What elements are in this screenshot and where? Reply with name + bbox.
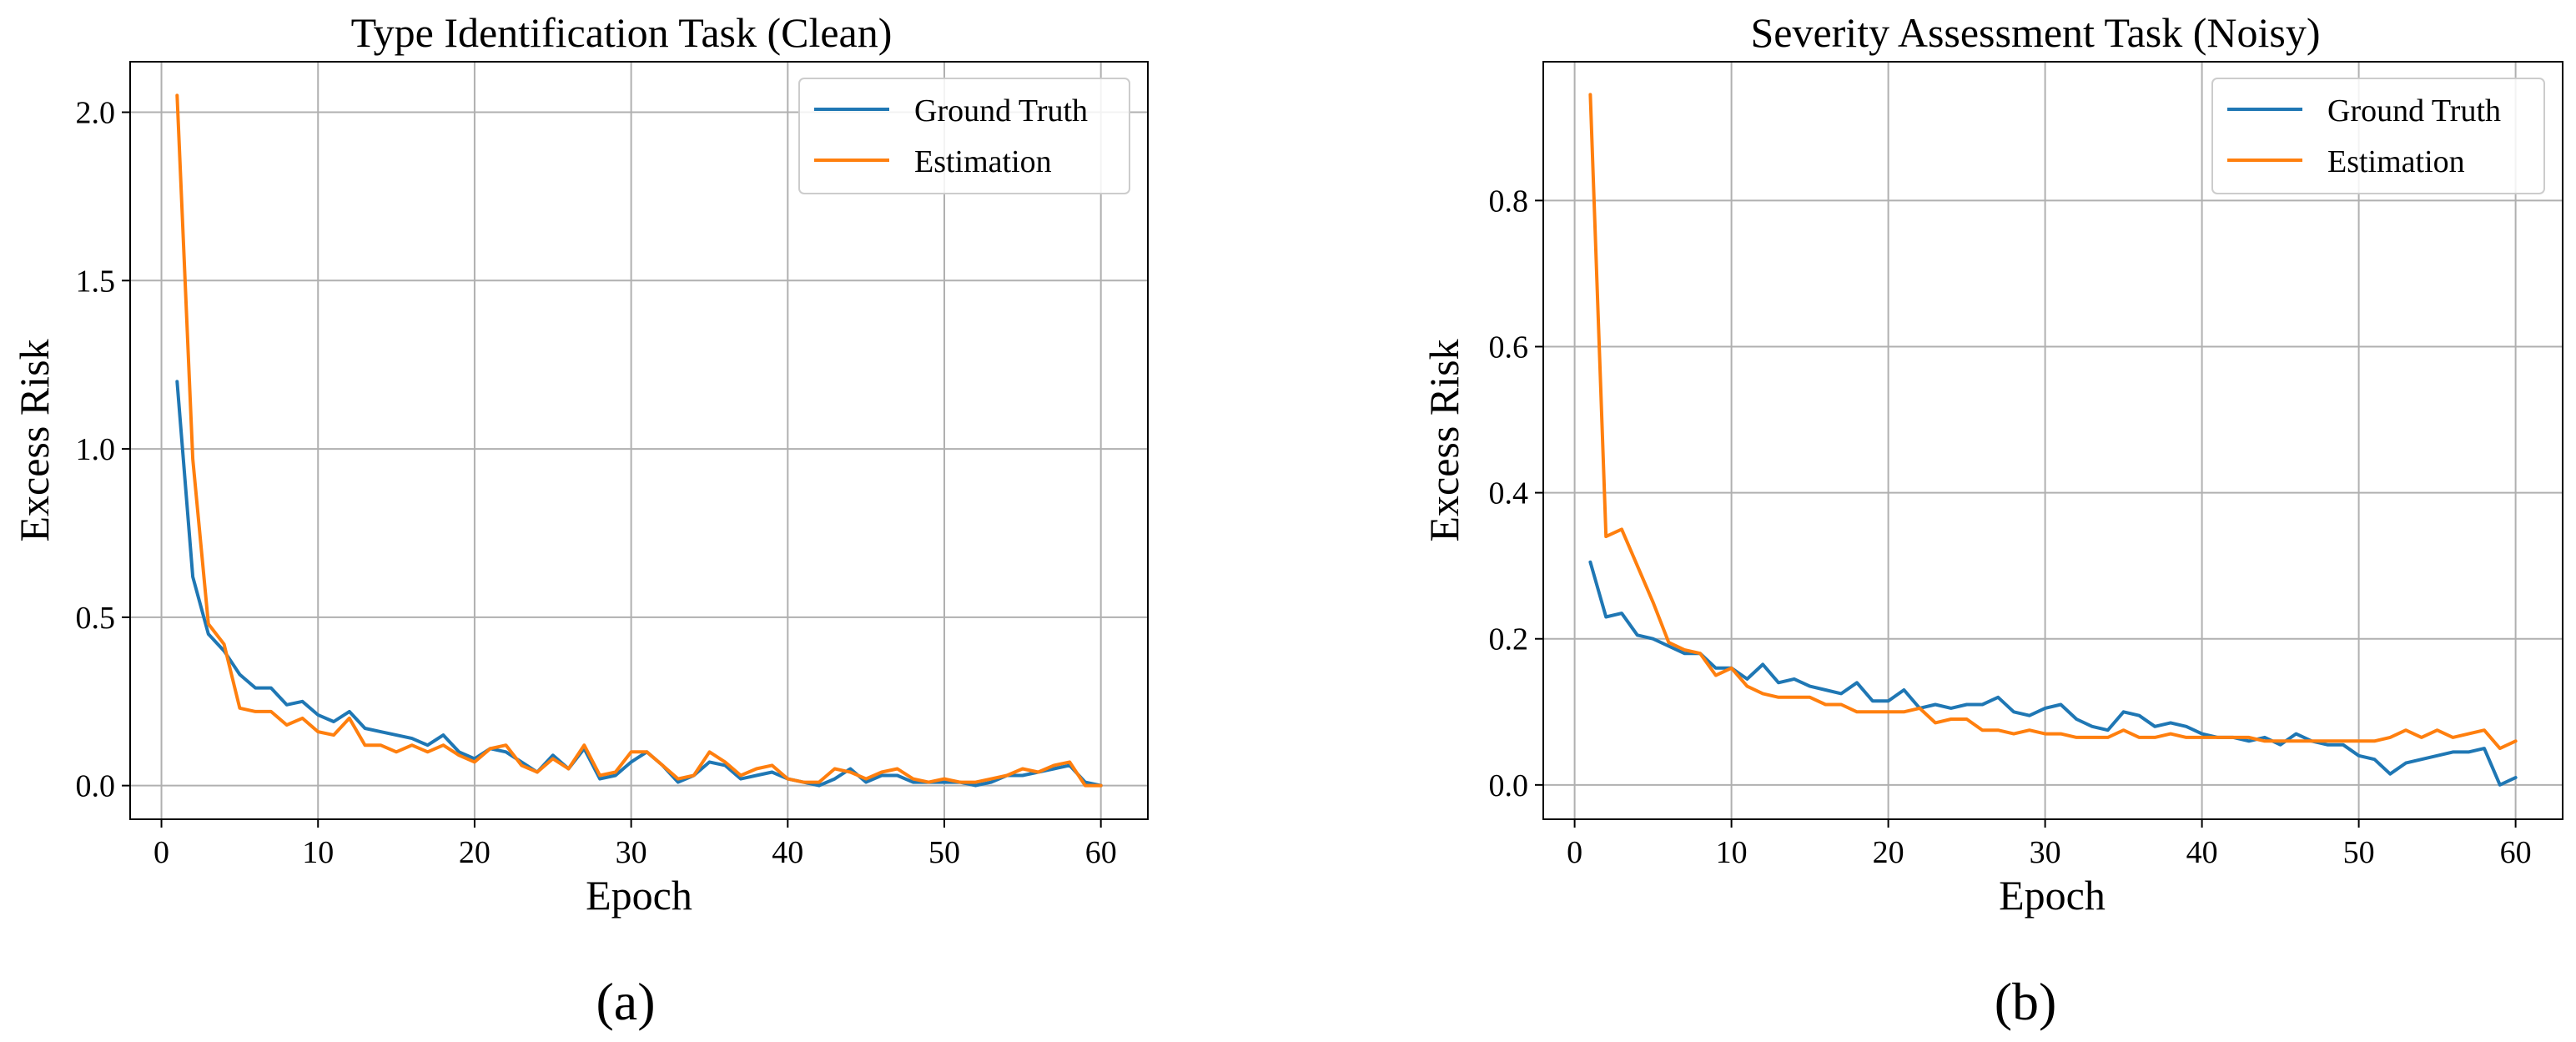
legend-label-estimation: Estimation <box>914 144 1052 179</box>
x-tick-label: 10 <box>1716 835 1748 870</box>
series-layer <box>175 93 1103 788</box>
series-layer <box>1588 93 2518 787</box>
legend-box <box>798 78 1130 194</box>
y-tick-label: 0.8 <box>1489 184 1529 219</box>
x-axis-label: Epoch <box>1999 872 2106 919</box>
x-tick-label: 30 <box>2030 835 2061 870</box>
y-axis: 0.0 0.5 1.0 1.5 2.0 <box>76 96 130 804</box>
legend-label-estimation: Estimation <box>2327 144 2465 179</box>
chart-title: Type Identification Task (Clean) <box>351 9 893 56</box>
x-tick-label: 0 <box>153 835 169 870</box>
x-tick-label: 10 <box>302 835 334 870</box>
panel-caption: (b) <box>1995 972 2057 1031</box>
legend: Ground Truth Estimation <box>2211 78 2545 194</box>
legend: Ground Truth Estimation <box>798 78 1130 194</box>
y-axis-label: Excess Risk <box>11 339 58 541</box>
y-axis-label: Excess Risk <box>1421 339 1467 541</box>
x-axis: 0 10 20 30 40 50 60 <box>153 819 1117 870</box>
y-tick-label: 0.4 <box>1489 476 1529 511</box>
panel-a: Type Identification Task (Clean) 0 10 20 30… <box>11 9 1149 1031</box>
x-tick-label: 40 <box>772 835 803 870</box>
y-tick-label: 0.5 <box>76 601 116 636</box>
series-line-estimation <box>1588 93 2518 751</box>
x-axis-label: Epoch <box>586 872 692 919</box>
plot-frame <box>129 61 1149 820</box>
y-tick-label: 1.0 <box>76 432 116 467</box>
x-tick-label: 60 <box>2500 835 2532 870</box>
y-tick-label: 0.0 <box>1489 768 1529 803</box>
legend-label-ground-truth: Ground Truth <box>914 93 1088 128</box>
chart-title: Severity Assessment Task (Noisy) <box>1750 9 2320 56</box>
x-tick-label: 40 <box>2186 835 2218 870</box>
y-axis: 0.0 0.2 0.4 0.6 0.8 <box>1489 184 1543 803</box>
panel-caption: (a) <box>596 972 655 1031</box>
x-tick-label: 60 <box>1085 835 1117 870</box>
panel-b: Severity Assessment Task (Noisy) 0 10 20 30… <box>1421 9 2563 1031</box>
x-tick-label: 0 <box>1567 835 1582 870</box>
series-line-ground-truth <box>175 380 1103 788</box>
x-tick-label: 20 <box>459 835 491 870</box>
x-tick-label: 50 <box>928 835 960 870</box>
series-line-ground-truth <box>1588 560 2518 787</box>
x-axis: 0 10 20 30 40 50 60 <box>1567 819 2532 870</box>
y-tick-label: 2.0 <box>76 96 116 131</box>
x-tick-label: 50 <box>2343 835 2375 870</box>
y-tick-label: 1.5 <box>76 264 116 299</box>
y-tick-label: 0.0 <box>76 769 116 804</box>
legend-label-ground-truth: Ground Truth <box>2327 93 2501 128</box>
x-tick-label: 30 <box>616 835 647 870</box>
y-tick-label: 0.2 <box>1489 622 1529 657</box>
y-tick-label: 0.6 <box>1489 330 1529 365</box>
series-line-estimation <box>175 93 1103 788</box>
plot-frame <box>1542 61 2563 820</box>
x-tick-label: 20 <box>1873 835 1904 870</box>
legend-box <box>2211 78 2545 194</box>
